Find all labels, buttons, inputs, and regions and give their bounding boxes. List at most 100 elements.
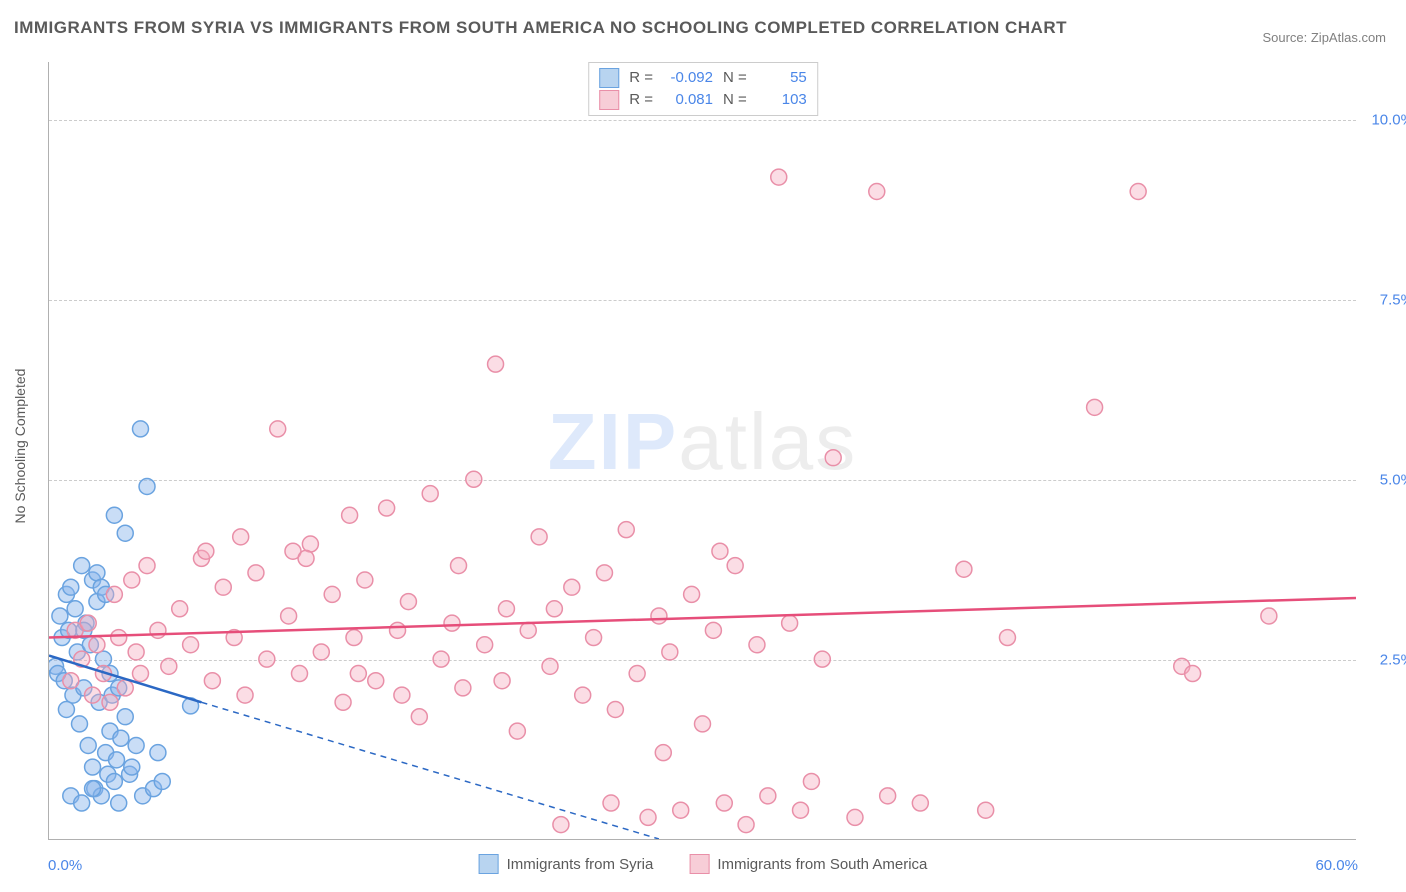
- scatter-point: [444, 615, 460, 631]
- scatter-point: [335, 694, 351, 710]
- legend-label-southamerica: Immigrants from South America: [717, 856, 927, 873]
- scatter-point: [80, 737, 96, 753]
- scatter-point: [1130, 184, 1146, 200]
- scatter-point: [1087, 399, 1103, 415]
- r-label: R =: [629, 67, 653, 89]
- scatter-point: [673, 802, 689, 818]
- scatter-point: [394, 687, 410, 703]
- scatter-point: [117, 525, 133, 541]
- scatter-point: [596, 565, 612, 581]
- stats-row-southamerica: R = 0.081 N = 103: [599, 89, 807, 111]
- scatter-point: [379, 500, 395, 516]
- scatter-point: [128, 644, 144, 660]
- scatter-point: [1261, 608, 1277, 624]
- scatter-point: [477, 637, 493, 653]
- scatter-point: [390, 622, 406, 638]
- scatter-point: [716, 795, 732, 811]
- trend-line-southamerica: [49, 598, 1356, 638]
- y-tick-label: 7.5%: [1380, 291, 1406, 308]
- scatter-point: [488, 356, 504, 372]
- scatter-point: [89, 565, 105, 581]
- legend-label-syria: Immigrants from Syria: [507, 856, 654, 873]
- scatter-point: [814, 651, 830, 667]
- y-tick-label: 5.0%: [1380, 471, 1406, 488]
- scatter-point: [117, 680, 133, 696]
- scatter-point: [575, 687, 591, 703]
- scatter-point: [607, 702, 623, 718]
- n-label: N =: [723, 89, 747, 111]
- scatter-point: [85, 759, 101, 775]
- scatter-point: [74, 795, 90, 811]
- scatter-point: [128, 737, 144, 753]
- scatter-point: [58, 702, 74, 718]
- scatter-point: [237, 687, 253, 703]
- scatter-point: [259, 651, 275, 667]
- scatter-point: [113, 730, 129, 746]
- chart-title: IMMIGRANTS FROM SYRIA VS IMMIGRANTS FROM…: [14, 18, 1067, 38]
- scatter-point: [198, 543, 214, 559]
- r-label: R =: [629, 89, 653, 111]
- scatter-point: [695, 716, 711, 732]
- scatter-point: [150, 745, 166, 761]
- scatter-point: [132, 421, 148, 437]
- scatter-point: [793, 802, 809, 818]
- scatter-point: [124, 572, 140, 588]
- scatter-point: [912, 795, 928, 811]
- scatter-point: [705, 622, 721, 638]
- scatter-point: [651, 608, 667, 624]
- scatter-point: [803, 773, 819, 789]
- scatter-point: [956, 561, 972, 577]
- x-tick-min: 0.0%: [48, 857, 82, 874]
- r-value-southamerica: 0.081: [661, 89, 713, 111]
- legend-item-southamerica: Immigrants from South America: [689, 854, 927, 874]
- scatter-point: [498, 601, 514, 617]
- scatter-point: [978, 802, 994, 818]
- trend-line-syria-extension: [201, 702, 658, 839]
- y-tick-label: 2.5%: [1380, 651, 1406, 668]
- scatter-point: [847, 809, 863, 825]
- series-legend: Immigrants from Syria Immigrants from So…: [479, 854, 928, 874]
- scatter-point: [738, 817, 754, 833]
- scatter-point: [825, 450, 841, 466]
- source-label: Source: ZipAtlas.com: [1262, 30, 1386, 45]
- y-axis-label: No Schooling Completed: [12, 369, 28, 524]
- scatter-point: [85, 781, 101, 797]
- scatter-point: [313, 644, 329, 660]
- scatter-point: [455, 680, 471, 696]
- scatter-point: [95, 651, 111, 667]
- legend-item-syria: Immigrants from Syria: [479, 854, 654, 874]
- scatter-point: [629, 666, 645, 682]
- scatter-point: [782, 615, 798, 631]
- scatter-point: [85, 687, 101, 703]
- scatter-point: [411, 709, 427, 725]
- scatter-point: [564, 579, 580, 595]
- scatter-point: [67, 601, 83, 617]
- scatter-point: [618, 522, 634, 538]
- scatter-point: [106, 507, 122, 523]
- scatter-point: [546, 601, 562, 617]
- scatter-point: [111, 795, 127, 811]
- scatter-point: [298, 550, 314, 566]
- scatter-point: [684, 586, 700, 602]
- scatter-point: [72, 716, 88, 732]
- scatter-point: [302, 536, 318, 552]
- n-value-syria: 55: [755, 67, 807, 89]
- scatter-point: [63, 579, 79, 595]
- scatter-point: [270, 421, 286, 437]
- scatter-point: [400, 594, 416, 610]
- scatter-point: [451, 558, 467, 574]
- scatter-point: [106, 586, 122, 602]
- scatter-point: [150, 622, 166, 638]
- scatter-point: [102, 694, 118, 710]
- r-value-syria: -0.092: [661, 67, 713, 89]
- scatter-point: [520, 622, 536, 638]
- scatter-point: [422, 486, 438, 502]
- scatter-point: [727, 558, 743, 574]
- legend-swatch-syria: [479, 854, 499, 874]
- scatter-point: [749, 637, 765, 653]
- scatter-point: [183, 637, 199, 653]
- scatter-point: [466, 471, 482, 487]
- stats-legend: R = -0.092 N = 55 R = 0.081 N = 103: [588, 62, 818, 116]
- scatter-point: [63, 673, 79, 689]
- n-value-southamerica: 103: [755, 89, 807, 111]
